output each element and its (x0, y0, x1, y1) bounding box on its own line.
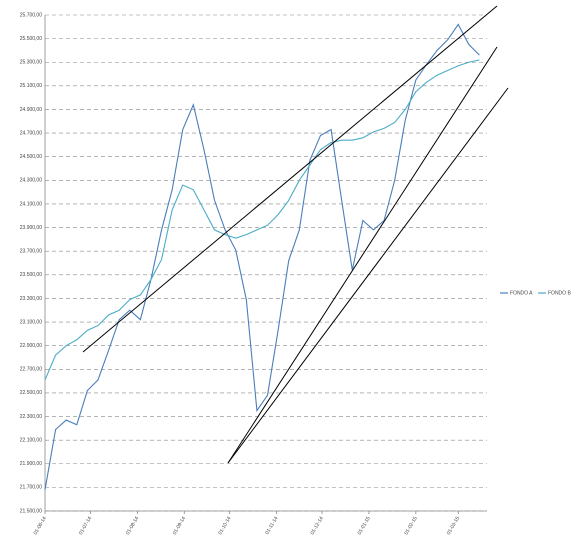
y-tick-label: 22.500,00 (20, 390, 42, 396)
x-tick-label: 01-01-15 (357, 515, 372, 536)
x-tick-label: 01-02-15 (404, 515, 419, 536)
trend-line (227, 46, 498, 464)
y-tick-label: 24.700,00 (20, 130, 42, 136)
legend: FONDO A FONDO B (500, 290, 571, 296)
series-line (44, 59, 480, 381)
x-tick-label: 01-08-14 (125, 515, 140, 536)
y-tick-label: 23.300,00 (20, 296, 42, 302)
y-tick-label: 25.100,00 (20, 83, 42, 89)
y-tick-label: 24.100,00 (20, 201, 42, 207)
y-tick-label: 21.500,00 (20, 508, 42, 514)
y-tick-label: 25.300,00 (20, 60, 42, 66)
y-tick-label: 22.100,00 (20, 437, 42, 443)
y-tick-label: 22.700,00 (20, 367, 42, 373)
y-tick-label: 24.300,00 (20, 178, 42, 184)
x-tick-label: 01-06-14 (33, 515, 48, 536)
plot: 21.500,00 21.700,00 21.900,00 22.100,00 22.3… (20, 12, 572, 536)
x-tick-label: 01-09-14 (172, 515, 187, 536)
y-tick-label: 21.900,00 (20, 461, 42, 467)
y-tick-label: 21.700,00 (20, 485, 42, 491)
y-tick-label: 23.500,00 (20, 272, 42, 278)
y-tick-label: 23.700,00 (20, 249, 42, 255)
y-tick-label: 22.300,00 (20, 414, 42, 420)
trend-line (227, 87, 509, 464)
legend-label: FONDO A (510, 290, 533, 296)
y-tick-label: 24.900,00 (20, 107, 42, 113)
trend-lines (82, 5, 509, 464)
y-tick-label: 22.900,00 (20, 343, 42, 349)
x-tick-label: 01-10-14 (217, 515, 232, 536)
legend-label: FONDO B (548, 290, 571, 296)
x-tick-label: 01-07-14 (78, 515, 93, 536)
series-line (44, 23, 480, 490)
x-tick-label: 01-03-15 (446, 515, 461, 536)
y-tick-label: 25.500,00 (20, 36, 42, 42)
y-tick-label: 24.500,00 (20, 154, 42, 160)
x-tick-label: 01-12-14 (310, 515, 325, 536)
y-tick-label: 23.900,00 (20, 225, 42, 231)
x-tick-label: 01-11-14 (264, 515, 279, 535)
y-tick-label: 25.700,00 (20, 12, 42, 18)
y-tick-label: 23.100,00 (20, 319, 42, 325)
trend-line (82, 5, 498, 353)
